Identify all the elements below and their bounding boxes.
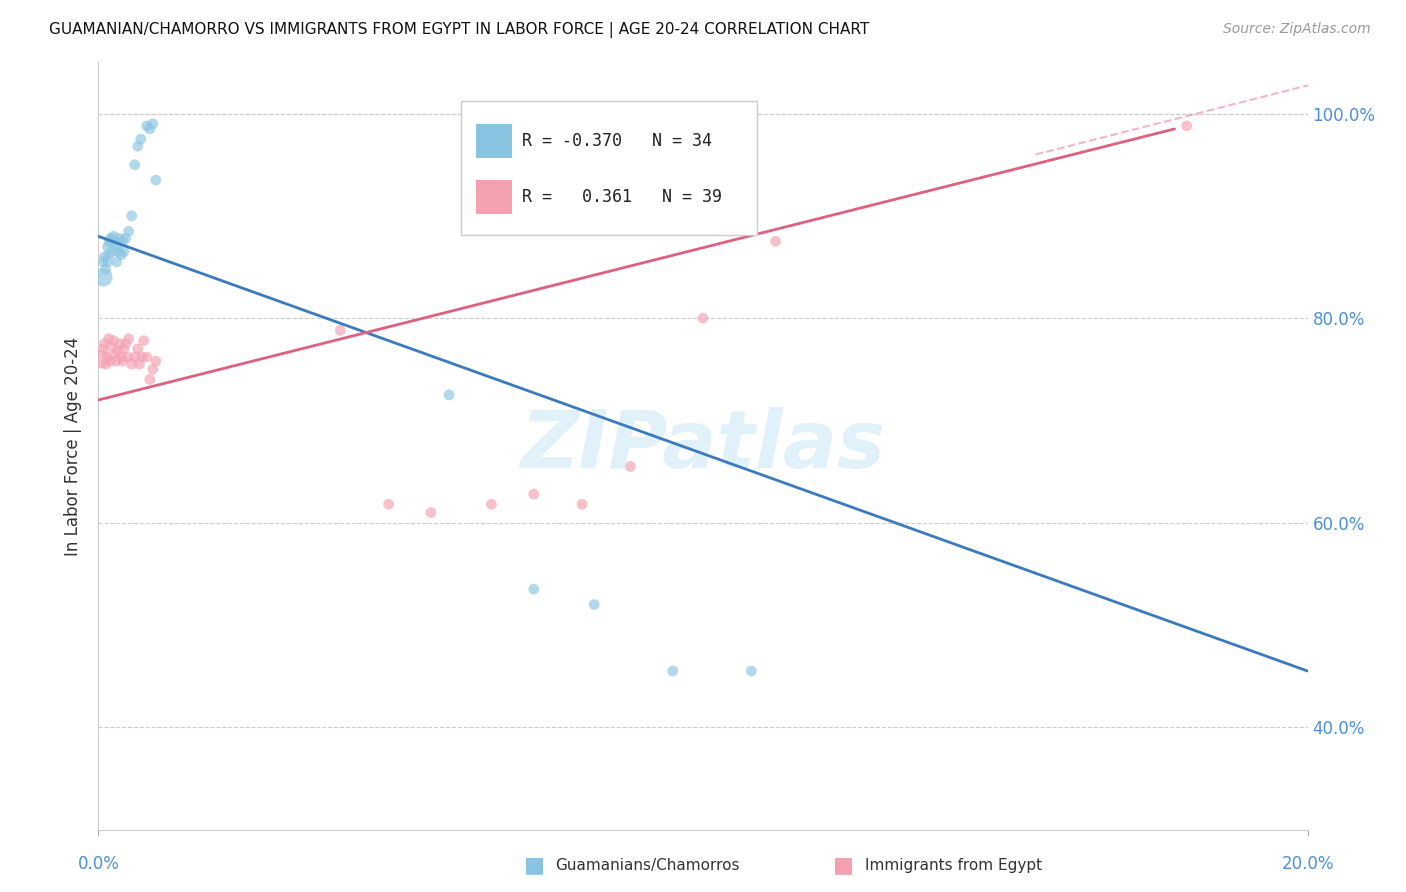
Point [112,244,135,259]
Point [112,342,135,356]
Point [692,311,714,326]
Point [661,664,683,678]
Point [96,239,118,253]
Point [94,262,117,277]
FancyBboxPatch shape [475,180,512,213]
Text: ■: ■ [834,855,853,875]
Point [103,334,125,348]
Point [100,354,122,368]
Point [105,354,128,368]
Point [523,487,546,501]
Point [740,664,762,678]
Text: Guamanians/Chamorros: Guamanians/Chamorros [555,858,740,872]
Point [110,350,132,364]
Point [96,255,118,269]
Point [135,350,157,364]
Point [110,248,132,262]
Point [124,158,146,172]
Text: Immigrants from Egypt: Immigrants from Egypt [865,858,1042,872]
Point [105,255,128,269]
Point [103,229,125,244]
Point [1175,119,1198,133]
Point [108,231,131,245]
Point [118,224,141,238]
Point [104,347,127,361]
Text: 20.0%: 20.0% [1281,855,1334,872]
Point [619,459,641,474]
Point [114,231,136,245]
Text: ■: ■ [524,855,544,875]
Point [139,122,162,136]
Point [329,323,352,337]
Y-axis label: In Labor Force | Age 20-24: In Labor Force | Age 20-24 [65,336,83,556]
Point [100,340,122,354]
Point [94,357,117,371]
Point [97,248,120,262]
Point [111,354,134,368]
Point [127,139,149,153]
Point [121,357,143,371]
Point [93,336,115,351]
Point [100,244,122,259]
Point [377,497,399,511]
FancyBboxPatch shape [475,124,512,158]
FancyBboxPatch shape [461,101,758,235]
Point [96,350,118,364]
Point [437,388,460,402]
Point [117,350,139,364]
Point [100,231,122,245]
Point [523,582,546,597]
Text: R =   0.361   N = 39: R = 0.361 N = 39 [522,187,721,206]
Point [142,117,165,131]
Point [105,239,128,253]
Point [128,357,150,371]
Point [93,250,115,264]
Point [145,173,167,187]
Point [91,255,114,269]
Point [90,352,112,367]
Point [104,235,127,249]
Point [132,334,155,348]
Point [139,372,162,386]
Text: Source: ZipAtlas.com: Source: ZipAtlas.com [1223,22,1371,37]
Point [121,209,143,223]
Point [127,342,149,356]
Point [108,336,131,351]
Point [583,598,606,612]
Text: ZIPatlas: ZIPatlas [520,407,886,485]
Text: R = -0.370   N = 34: R = -0.370 N = 34 [522,132,711,150]
Point [98,235,121,249]
Point [91,270,114,285]
Point [481,497,503,511]
Point [124,350,146,364]
Point [118,332,141,346]
Point [91,342,114,356]
Point [129,132,152,146]
Point [420,506,443,520]
Text: GUAMANIAN/CHAMORRO VS IMMIGRANTS FROM EGYPT IN LABOR FORCE | AGE 20-24 CORRELATI: GUAMANIAN/CHAMORRO VS IMMIGRANTS FROM EG… [49,22,869,38]
Point [107,244,129,259]
Point [135,119,157,133]
Point [145,354,167,368]
Point [97,332,120,346]
Point [107,343,129,358]
Point [571,497,593,511]
Point [765,235,787,249]
Text: 0.0%: 0.0% [77,855,120,872]
Point [131,350,153,364]
Point [114,336,136,351]
Point [111,235,134,249]
Point [142,362,165,376]
